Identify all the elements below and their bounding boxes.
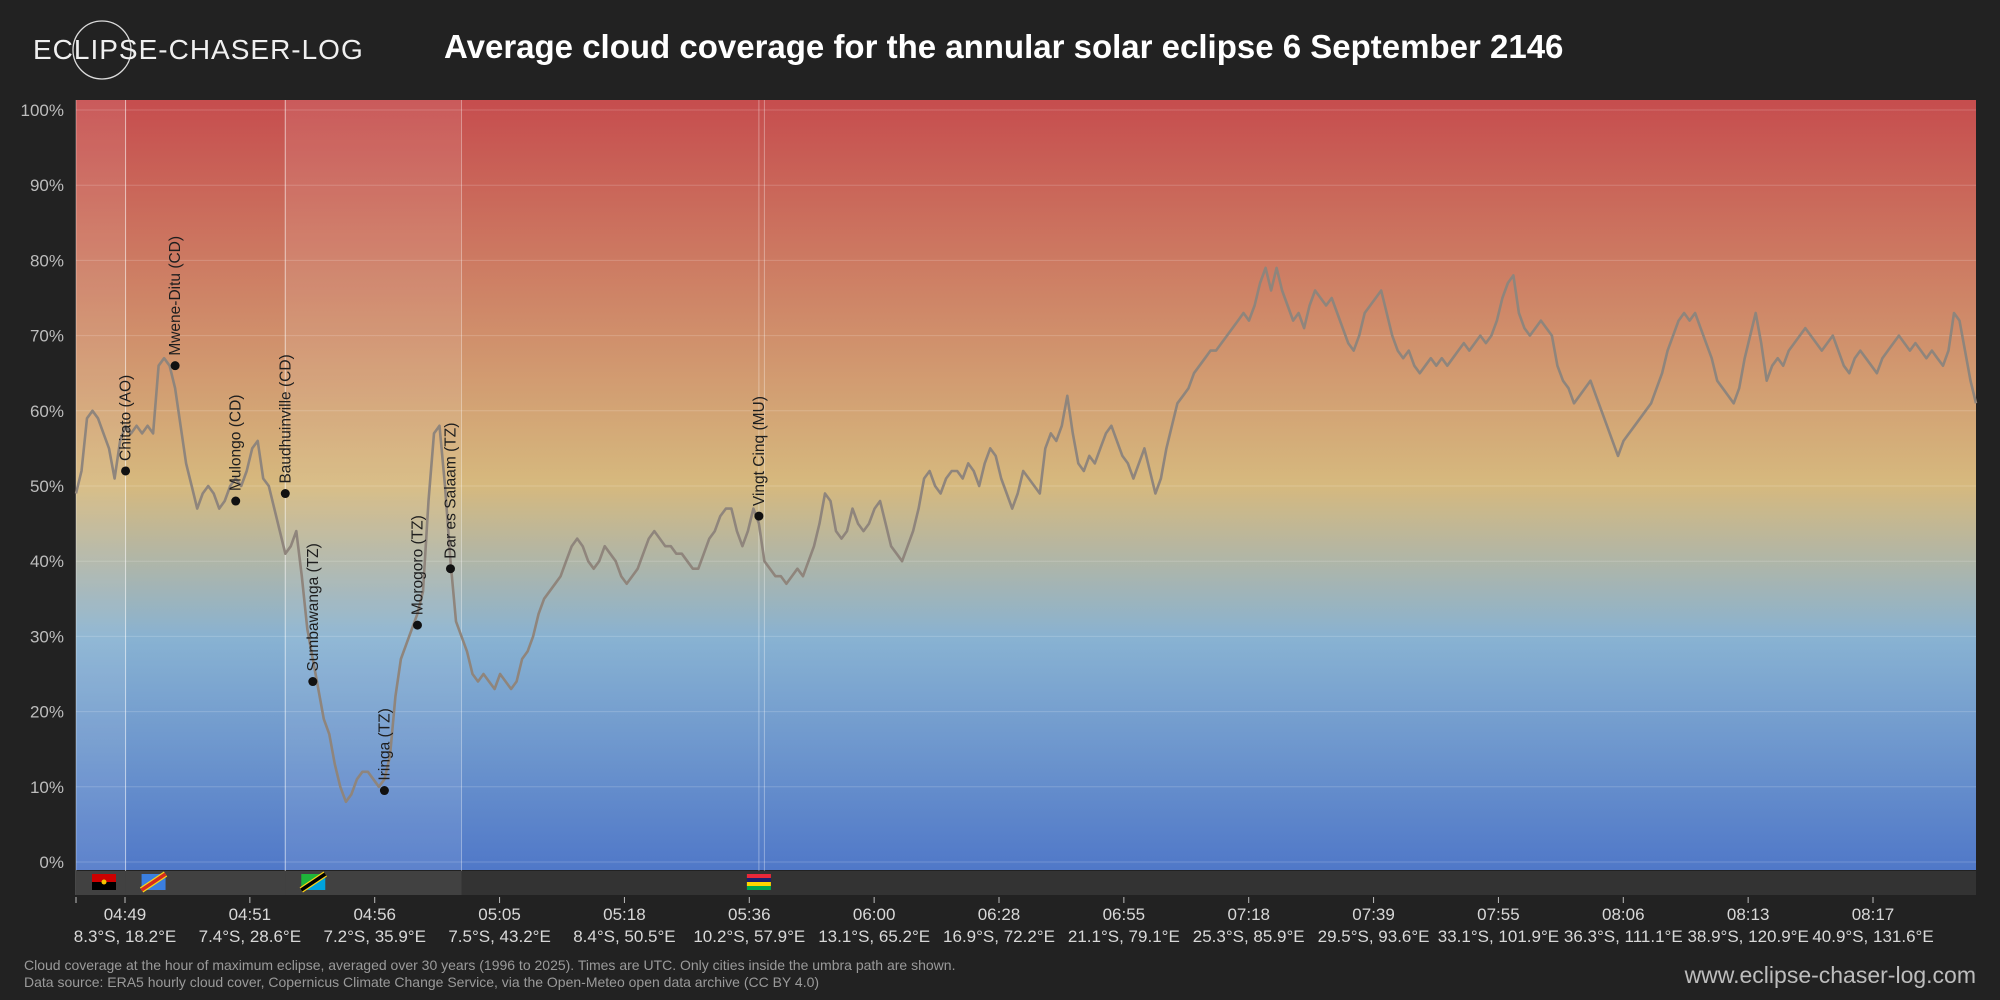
x-tick-time: 07:39 [1352,905,1395,924]
mauritius-flag-icon [746,874,771,890]
x-tick-coordinates: 7.4°S, 28.6°E [199,927,301,946]
cloud-coverage-line [74,266,1978,804]
x-tick-time: 05:36 [728,905,771,924]
city-label: Dar es Salaam (TZ) [442,423,459,559]
x-tick-coordinates: 13.1°S, 65.2°E [818,927,930,946]
x-tick-time: 08:17 [1852,905,1895,924]
x-tick-coordinates: 38.9°S, 120.9°E [1687,927,1808,946]
country-shade-angola-flag [76,100,126,870]
city-label: Sumbawanga (TZ) [305,543,322,671]
x-tick-coordinates: 25.3°S, 85.9°E [1193,927,1305,946]
x-tick-time: 05:18 [603,905,646,924]
mauritius-flag-stripe [746,882,771,886]
x-tick-time: 07:18 [1227,905,1270,924]
x-tick-coordinates: 7.5°S, 43.2°E [448,927,550,946]
tanzania-flag-stripe [300,872,327,892]
y-tick-label: 80% [30,251,64,270]
city-marker [308,677,318,687]
y-axis: 0% 10% 20% 30% 40% 50% 60% 70% 80% 90% 100% [21,101,64,872]
city-label: Mwene-Ditu (CD) [167,236,184,356]
x-tick-coordinates: 36.3°S, 111.1°E [1564,927,1683,946]
country-band [76,871,1976,895]
x-tick-time: 04:51 [229,905,272,924]
plot-background [76,100,1976,870]
city-label: Morogoro (TZ) [409,515,426,615]
y-tick-label: 10% [30,778,64,797]
x-tick-time: 05:05 [478,905,521,924]
y-tick-label: 70% [30,327,64,346]
city-marker [231,496,241,506]
y-tick-label: 0% [39,853,64,872]
x-tick-time: 04:49 [104,905,147,924]
y-tick-label: 40% [30,552,64,571]
x-tick-coordinates: 8.3°S, 18.2°E [74,927,176,946]
website-link[interactable]: www.eclipse-chaser-log.com [1684,962,1976,988]
y-tick-label: 60% [30,402,64,421]
city-marker [170,361,180,371]
x-tick-coordinates: 40.9°S, 131.6°E [1812,927,1933,946]
y-tick-label: 50% [30,477,64,496]
gridlines [76,109,1976,863]
x-tick-time: 08:06 [1602,905,1645,924]
country-band-background [76,871,1976,895]
drc-flag-icon [139,871,168,893]
city-label: Chitato (AO) [118,375,135,461]
x-tick-time: 06:28 [978,905,1021,924]
x-axis: 04:49 8.3°S, 18.2°E 04:51 7.4°S, 28.6°E 04:5… [74,897,1934,946]
footnote: Cloud coverage at the hour of maximum ec… [24,957,955,991]
angola-flag-stripe [92,874,116,882]
x-tick-coordinates: 8.4°S, 50.5°E [573,927,675,946]
x-tick-coordinates: 16.9°S, 72.2°E [943,927,1055,946]
y-tick-label: 90% [30,176,64,195]
city-marker [379,786,389,796]
city-marker [412,620,422,630]
footnote-line-1: Cloud coverage at the hour of maximum ec… [24,957,956,973]
city-marker [445,564,455,574]
chart-title: Average cloud coverage for the annular s… [444,28,1564,65]
mauritius-flag-stripe [746,886,771,890]
drc-flag-stripe [140,872,167,892]
y-tick-label: 100% [21,101,64,120]
city-label: Vingt Cinq (MU) [751,396,768,506]
x-tick-time: 04:56 [353,905,396,924]
city-marker [121,466,131,476]
x-tick-coordinates: 10.2°S, 57.9°E [693,927,805,946]
city-label: Baudhuinville (CD) [277,354,294,483]
tanzania-flag-icon [299,871,327,893]
y-tick-label: 20% [30,703,64,722]
x-tick-time: 07:55 [1477,905,1520,924]
city-markers: Chitato (AO) Mwene-Ditu (CD) Mulongo (CD) B… [118,236,768,796]
x-tick-coordinates: 29.5°S, 93.6°E [1318,927,1430,946]
city-marker [280,489,290,499]
angola-flag-icon [92,874,116,890]
x-tick-coordinates: 21.1°S, 79.1°E [1068,927,1180,946]
x-tick-time: 06:00 [853,905,896,924]
city-label: Mulongo (CD) [228,395,245,491]
mauritius-flag-stripe [746,874,771,878]
x-tick-coordinates: 33.1°S, 101.9°E [1438,927,1559,946]
x-tick-time: 06:55 [1103,905,1146,924]
y-tick-label: 30% [30,627,64,646]
x-tick-coordinates: 7.2°S, 35.9°E [323,927,425,946]
country-shade-tanzania-flag [285,100,462,870]
x-tick-time: 08:13 [1727,905,1770,924]
brand-name: ECLIPSE-CHASER-LOG [33,34,364,65]
city-marker [754,511,764,521]
angola-flag-stripe [92,882,116,890]
footnote-line-2: Data source: ERA5 hourly cloud cover, Co… [24,974,820,990]
mauritius-flag-stripe [746,878,771,882]
city-label: Iringa (TZ) [376,708,393,780]
country-shading [75,100,765,895]
angola-flag-emblem [101,879,107,885]
eclipse-logo-icon [72,20,132,80]
